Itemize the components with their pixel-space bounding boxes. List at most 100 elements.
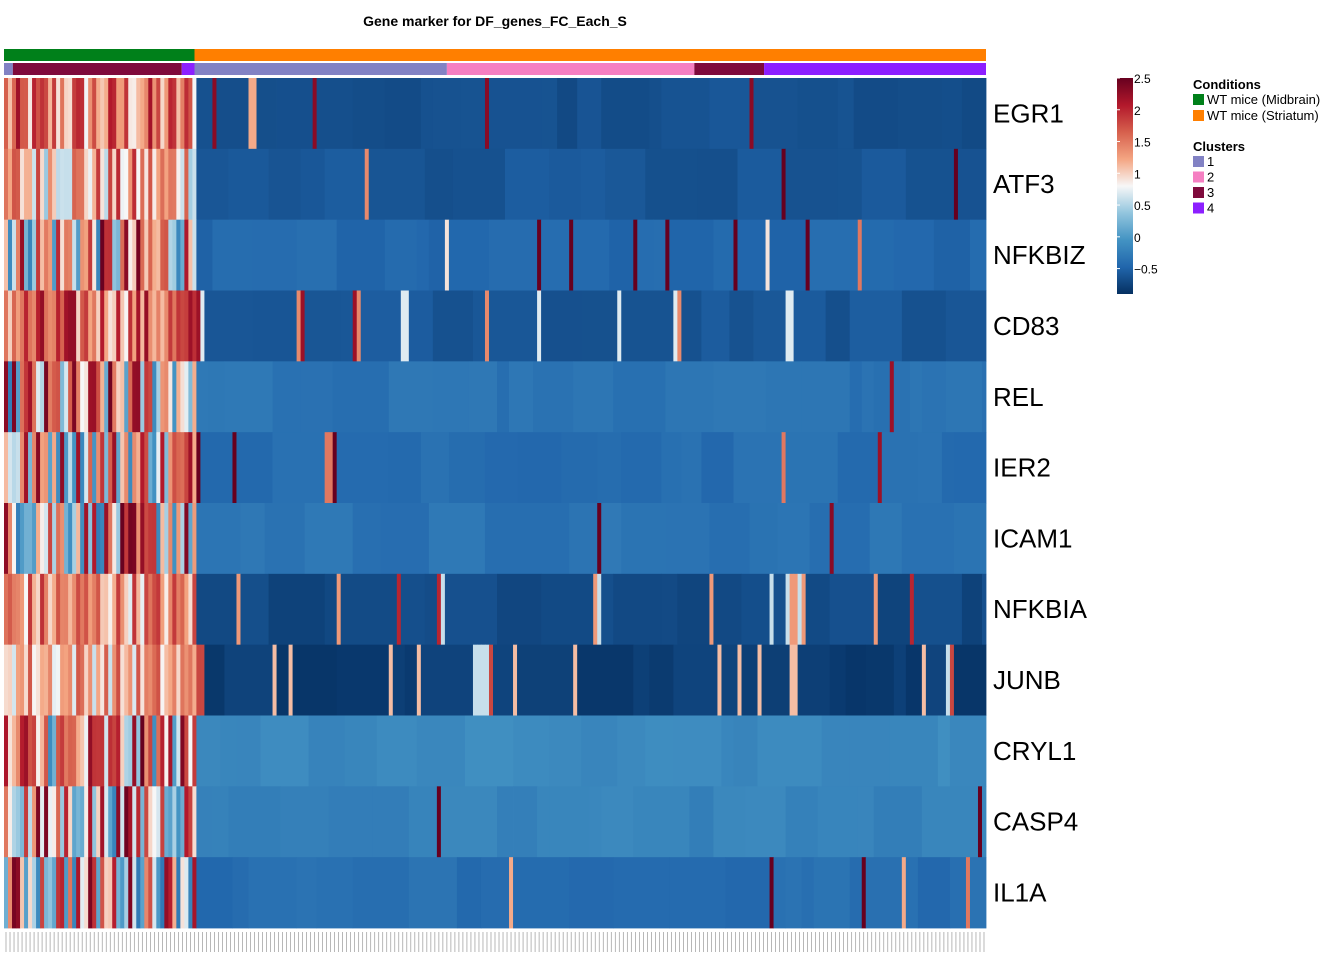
heatmap-cell — [649, 78, 662, 150]
heatmap-cell — [196, 432, 201, 504]
heatmap-cell — [100, 857, 105, 929]
gene-label-rel: REL — [993, 382, 1044, 412]
heatmap-cell — [981, 361, 987, 433]
heatmap-cell — [48, 78, 53, 150]
heatmap-cell — [68, 644, 73, 716]
heatmap-cell — [84, 148, 89, 221]
heatmap-cell — [785, 148, 839, 221]
heatmap-cell — [645, 715, 674, 787]
heatmap-cell — [789, 644, 795, 716]
heatmap-cell — [192, 857, 197, 929]
heatmap-row-ier2 — [4, 432, 987, 504]
heatmap-cell — [176, 290, 181, 362]
heatmap-cell — [168, 644, 173, 716]
heatmap-cell — [196, 857, 233, 929]
heatmap-cell — [208, 361, 225, 433]
heatmap-cell — [192, 573, 197, 646]
heatmap-cell — [76, 503, 81, 575]
heatmap-cell — [84, 503, 89, 575]
heatmap-cell — [24, 432, 29, 504]
heatmap-cell — [12, 715, 17, 787]
heatmap-cell — [20, 857, 25, 929]
heatmap-cell — [36, 644, 41, 716]
chart-title: Gene marker for DF_genes_FC_Each_S — [363, 13, 627, 29]
heatmap-cell — [28, 432, 33, 504]
heatmap-cell — [144, 857, 149, 929]
heatmap-cell — [148, 857, 153, 929]
heatmap-cell — [601, 78, 650, 150]
heatmap-cell — [164, 432, 169, 504]
heatmap-cell — [80, 78, 85, 150]
heatmap-cell — [168, 786, 173, 858]
heatmap-cell — [665, 361, 714, 433]
heatmap-cell — [196, 219, 213, 291]
gene-label-icam1: ICAM1 — [993, 523, 1072, 553]
heatmap-cell — [56, 361, 61, 433]
heatmap-cell — [400, 573, 426, 646]
heatmap-cell — [80, 644, 85, 716]
heatmap-cell — [108, 361, 113, 433]
heatmap-row-cd83 — [4, 290, 987, 362]
heatmap-cell — [108, 148, 113, 221]
color-scale-tick-label: 1 — [1134, 167, 1141, 181]
heatmap-cell — [416, 644, 422, 716]
heatmap-cell — [272, 432, 326, 504]
heatmap-cell — [164, 715, 169, 787]
heatmap-cell — [569, 503, 598, 575]
heatmap-cell — [100, 503, 105, 575]
heatmap-cell — [192, 219, 197, 291]
heatmap-cell — [497, 361, 510, 433]
cluster-segment-4 — [194, 63, 447, 75]
heatmap-cell — [104, 361, 109, 433]
heatmap-cell — [737, 644, 742, 716]
heatmap-cell — [160, 432, 165, 504]
heatmap-cell — [60, 786, 65, 858]
heatmap-cell — [164, 573, 169, 646]
heatmap-cell — [420, 78, 434, 150]
heatmap-cell — [76, 644, 81, 716]
gene-label-cd83: CD83 — [993, 311, 1059, 341]
heatmap-cell — [961, 573, 983, 646]
heatmap-cell — [88, 432, 93, 504]
heatmap-cell — [893, 361, 911, 433]
heatmap-cell — [196, 78, 213, 150]
heatmap-cell — [292, 644, 338, 716]
heatmap-cell — [132, 219, 137, 291]
heatmap-cell — [388, 361, 434, 433]
heatmap-cell — [140, 432, 145, 504]
heatmap-cell — [420, 644, 474, 716]
heatmap-cell — [352, 78, 386, 150]
heatmap-cell — [893, 644, 907, 716]
heatmap-cell — [4, 786, 9, 858]
heatmap-cell — [196, 644, 201, 716]
heatmap-cell — [517, 432, 562, 504]
heatmap-cell — [56, 78, 61, 150]
heatmap-cell — [184, 219, 189, 291]
heatmap-cell — [140, 219, 145, 291]
heatmap-cell — [80, 503, 85, 575]
heatmap-cell — [436, 573, 442, 646]
heatmap-cell — [44, 432, 49, 504]
heatmap-cell — [168, 78, 173, 150]
heatmap-cell — [136, 857, 141, 929]
heatmap-cell — [797, 78, 839, 150]
heatmap-cell — [32, 361, 37, 433]
heatmap-cell — [16, 503, 21, 575]
heatmap-cell — [160, 361, 165, 433]
heatmap-cell — [104, 432, 109, 504]
heatmap-cell — [136, 715, 141, 787]
heatmap-cell — [32, 786, 37, 858]
heatmap-cell — [56, 148, 61, 221]
heatmap-cell — [124, 219, 129, 291]
heatmap-cell — [136, 644, 141, 716]
heatmap-cell — [72, 361, 77, 433]
heatmap-cell — [48, 644, 53, 716]
heatmap-cell — [304, 503, 354, 575]
gene-labels: EGR1 ATF3 NFKBIZ CD83 REL IER2 ICAM1 NFKBIA JUNB… — [993, 98, 1088, 907]
heatmap-cell — [440, 573, 446, 646]
heatmap-cell — [104, 290, 109, 362]
heatmap-cell — [452, 148, 506, 221]
heatmap-cell — [132, 715, 137, 787]
heatmap-cell — [180, 219, 185, 291]
heatmap-cell — [24, 644, 29, 716]
